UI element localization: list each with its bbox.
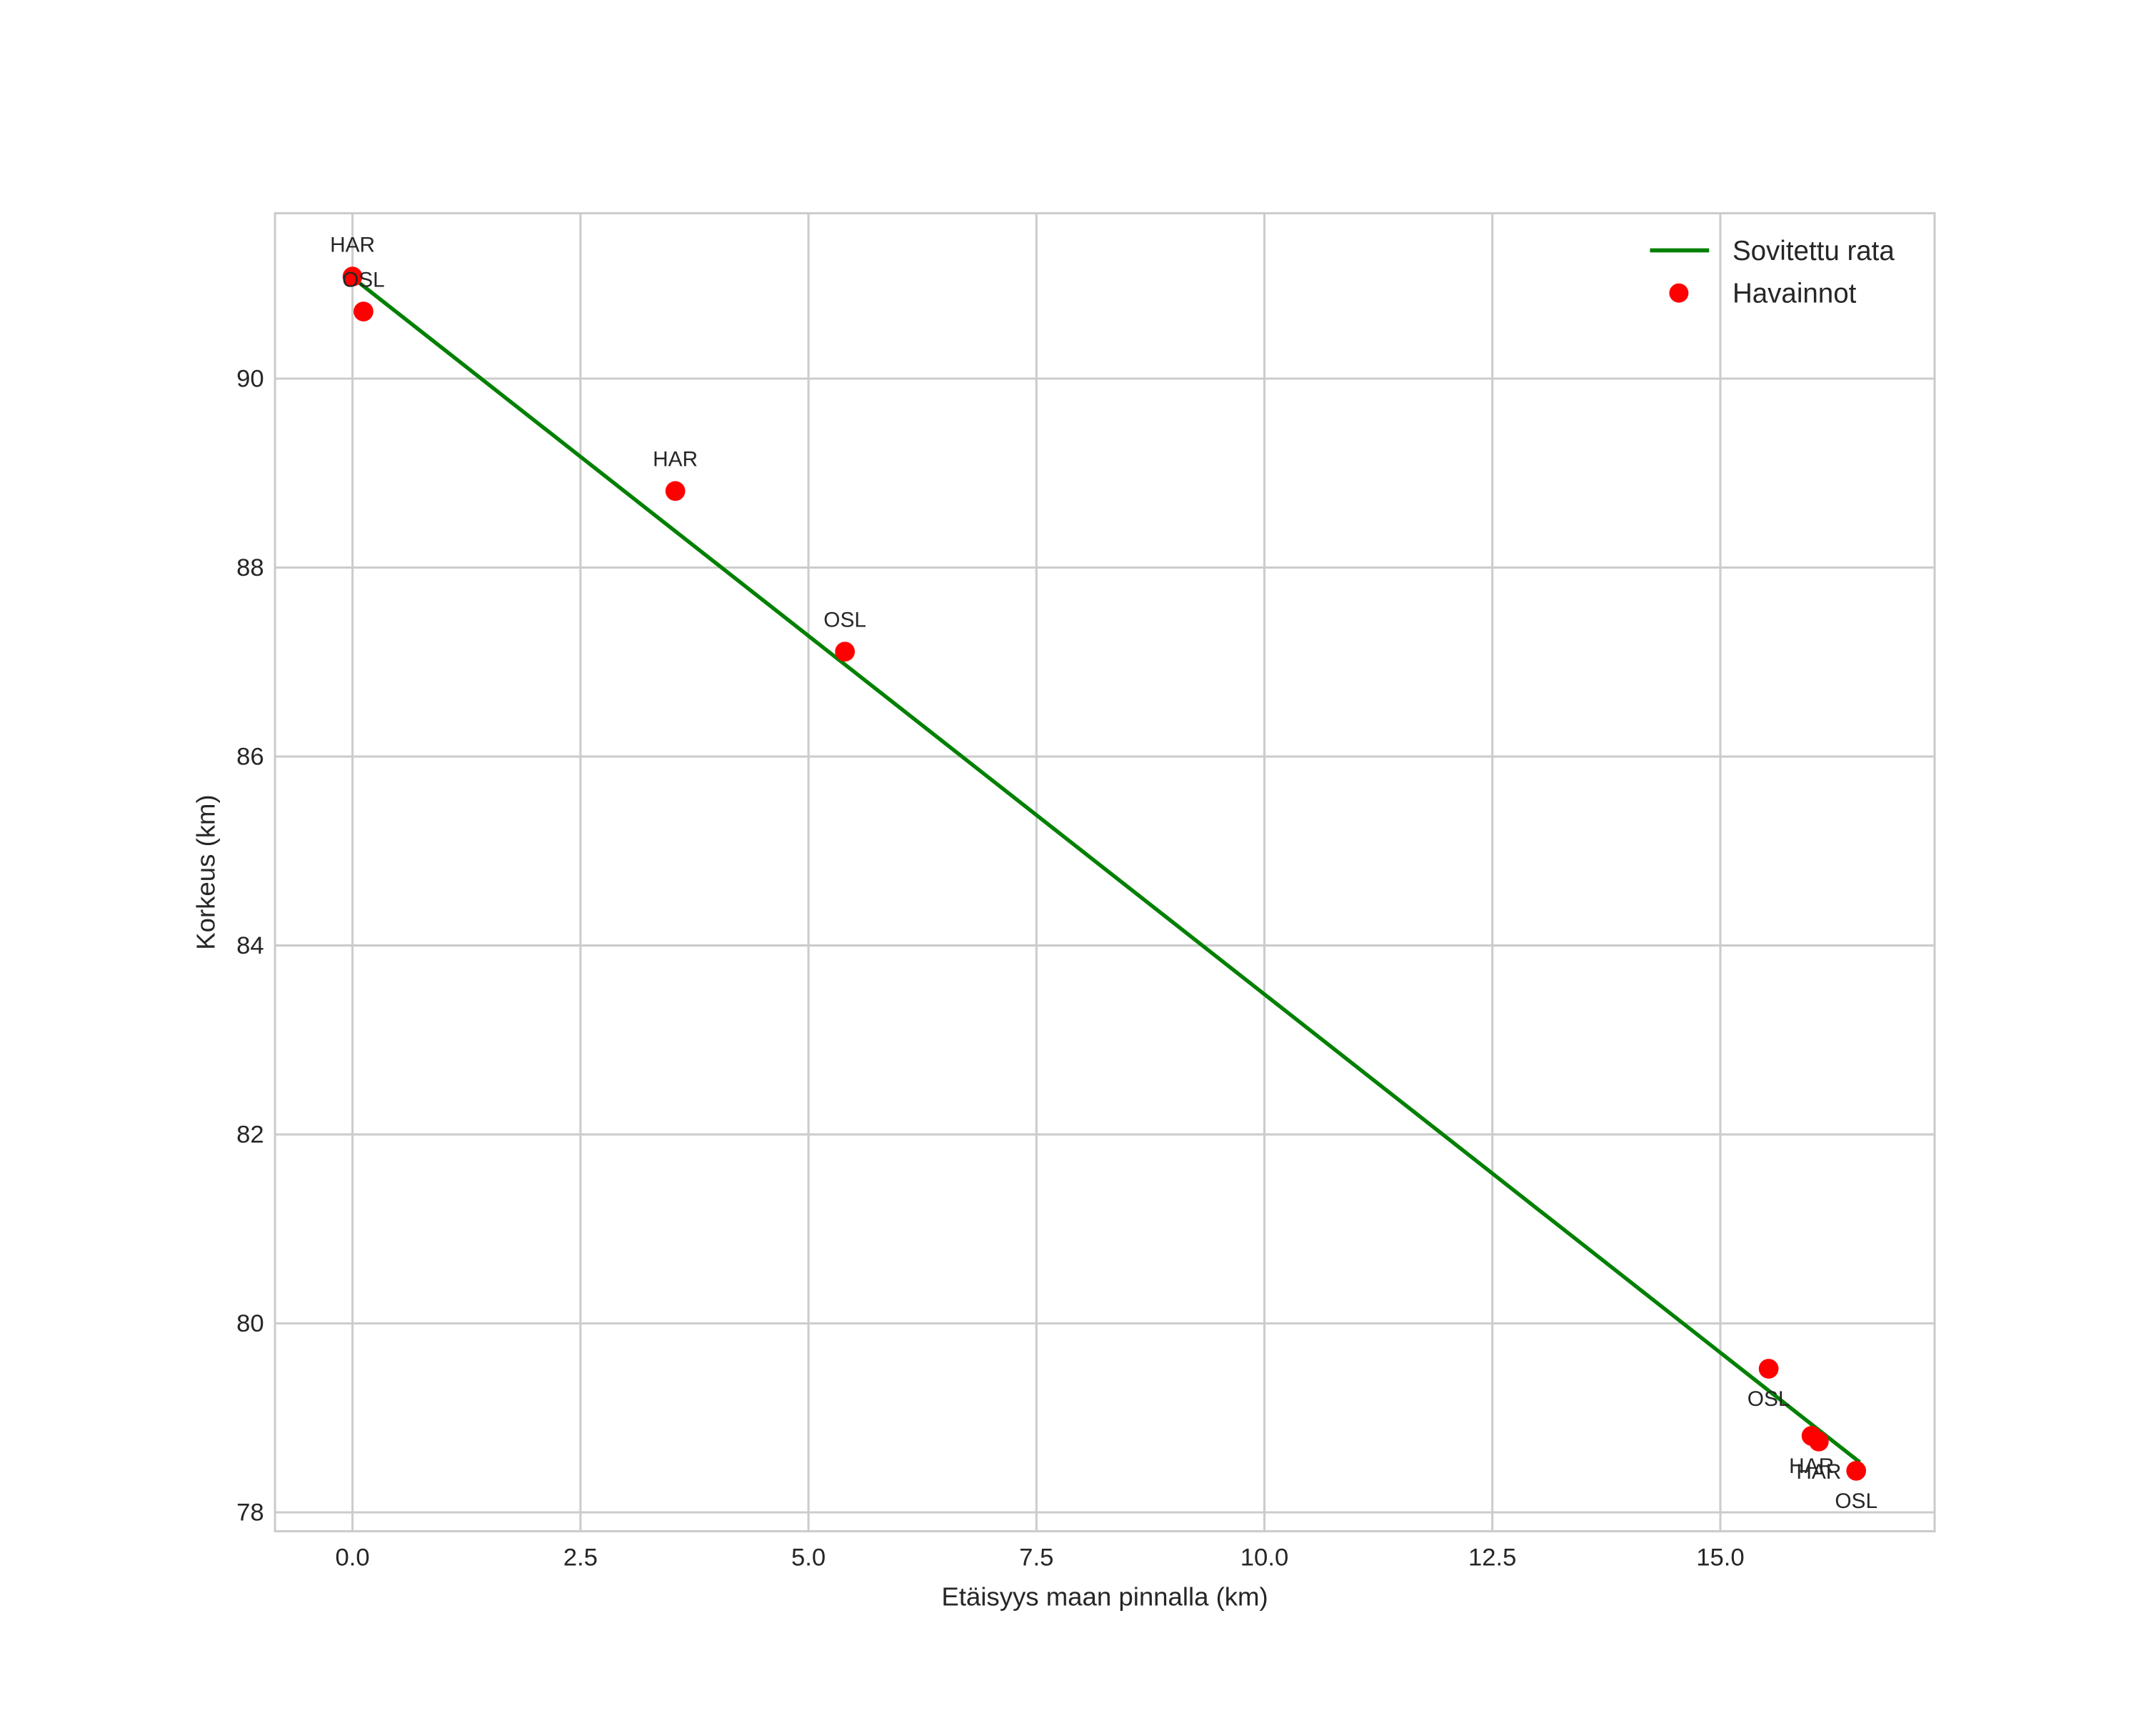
x-tick-label: 2.5 <box>563 1544 598 1572</box>
y-tick-label: 86 <box>236 744 264 771</box>
axes-frame <box>274 211 1936 1533</box>
x-tick-label: 12.5 <box>1468 1544 1516 1572</box>
legend-marker-swatch <box>1669 283 1689 303</box>
observation-marker <box>665 481 686 501</box>
observation-marker <box>1758 1359 1779 1379</box>
grid-lines <box>275 213 1935 1532</box>
observation-marker <box>1808 1432 1829 1452</box>
observation-marker <box>835 641 855 662</box>
y-tick-label: 90 <box>236 366 264 393</box>
station-label: HAR <box>1789 1454 1834 1478</box>
x-tick-label: 5.0 <box>791 1544 826 1572</box>
fitted-trajectory-line <box>351 276 1861 1464</box>
station-label: HAR <box>653 448 698 471</box>
y-tick-label: 82 <box>236 1122 264 1149</box>
y-tick-label: 84 <box>236 932 264 959</box>
observation-points <box>342 266 1867 1481</box>
x-tick-label: 10.0 <box>1240 1544 1288 1572</box>
station-label: HAR <box>330 233 375 256</box>
legend-label-observations: Havainnot <box>1733 279 1857 309</box>
legend-label-fitted: Sovitettu rata <box>1733 236 1895 266</box>
station-label: OSL <box>1835 1489 1877 1513</box>
observation-marker <box>354 301 373 321</box>
observation-marker <box>1846 1461 1867 1481</box>
x-tick-label: 15.0 <box>1696 1544 1744 1572</box>
station-label: OSL <box>823 609 866 632</box>
y-axis-ticks: 78 80 82 84 86 88 90 <box>236 366 264 1527</box>
observation-marker <box>342 266 363 287</box>
fitted-line <box>351 276 1861 1464</box>
y-axis-label: Korkeus (km) <box>191 794 220 950</box>
y-tick-label: 88 <box>236 554 264 581</box>
x-axis-ticks: 0.0 2.5 5.0 7.5 10.0 12.5 15.0 <box>336 1544 1745 1572</box>
x-tick-label: 7.5 <box>1019 1544 1053 1572</box>
x-axis-label: Etäisyys maan pinnalla (km) <box>941 1582 1268 1612</box>
y-tick-label: 80 <box>236 1310 264 1337</box>
station-label: OSL <box>342 268 385 291</box>
x-tick-label: 0.0 <box>336 1544 370 1572</box>
y-tick-label: 78 <box>236 1499 264 1527</box>
station-label: OSL <box>1748 1387 1790 1411</box>
legend: Sovitettu rata Havainnot <box>1650 236 1895 309</box>
station-label: HAR <box>1796 1460 1841 1484</box>
